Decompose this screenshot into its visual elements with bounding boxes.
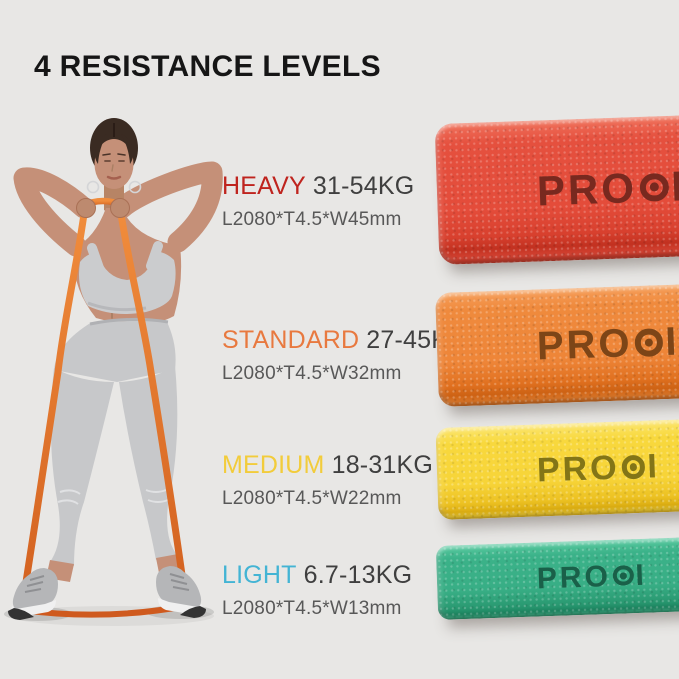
level-name: LIGHT — [222, 561, 297, 589]
proiron-bullseye-icon — [639, 172, 669, 203]
band-product-light: PRO I — [435, 536, 679, 620]
woman-exercising-illustration — [4, 118, 223, 626]
fists — [76, 198, 130, 218]
level-block-medium: MEDIUM 18-31KG L2080*T4.5*W22mm — [222, 451, 433, 510]
proiron-bullseye-icon — [612, 565, 634, 587]
level-dimensions: L2080*T4.5*W13mm — [222, 598, 402, 619]
brand-logo: PRO I — [536, 161, 679, 214]
level-block-heavy: HEAVY 31-54KG L2080*T4.5*W45mm — [222, 172, 414, 231]
arms — [13, 161, 223, 257]
level-block-light: LIGHT 6.7-13KG L2080*T4.5*W13mm — [222, 561, 412, 620]
level-dimensions: L2080*T4.5*W45mm — [222, 209, 402, 230]
earring-icon — [86, 180, 142, 194]
level-name: HEAVY — [222, 172, 306, 200]
brand-logo: PRO I — [536, 319, 679, 369]
level-name: MEDIUM — [222, 451, 325, 479]
page-title: 4 RESISTANCE LEVELS — [34, 50, 381, 83]
band-product-medium: PRO I — [435, 418, 679, 520]
level-name: STANDARD — [222, 326, 360, 354]
proiron-bullseye-icon — [621, 455, 646, 480]
level-dimensions: L2080*T4.5*W32mm — [222, 363, 402, 384]
level-block-standard: STANDARD 27-45KG L2080*T4.5*W32mm — [222, 326, 468, 385]
level-range: 18-31KG — [331, 451, 434, 479]
band-product-heavy: PRO I — [434, 114, 679, 265]
brand-logo: PRO I — [536, 447, 661, 490]
level-range: 6.7-13KG — [303, 561, 413, 589]
face — [94, 123, 134, 189]
level-dimensions: L2080*T4.5*W22mm — [222, 488, 402, 509]
left-sneaker — [8, 568, 58, 620]
right-sneaker — [156, 566, 206, 618]
level-range: 31-54KG — [312, 172, 415, 200]
leggings — [50, 317, 178, 566]
proiron-bullseye-icon — [634, 328, 664, 357]
brand-logo: PRO I — [536, 558, 648, 596]
band-product-standard: PRO I — [435, 283, 679, 407]
